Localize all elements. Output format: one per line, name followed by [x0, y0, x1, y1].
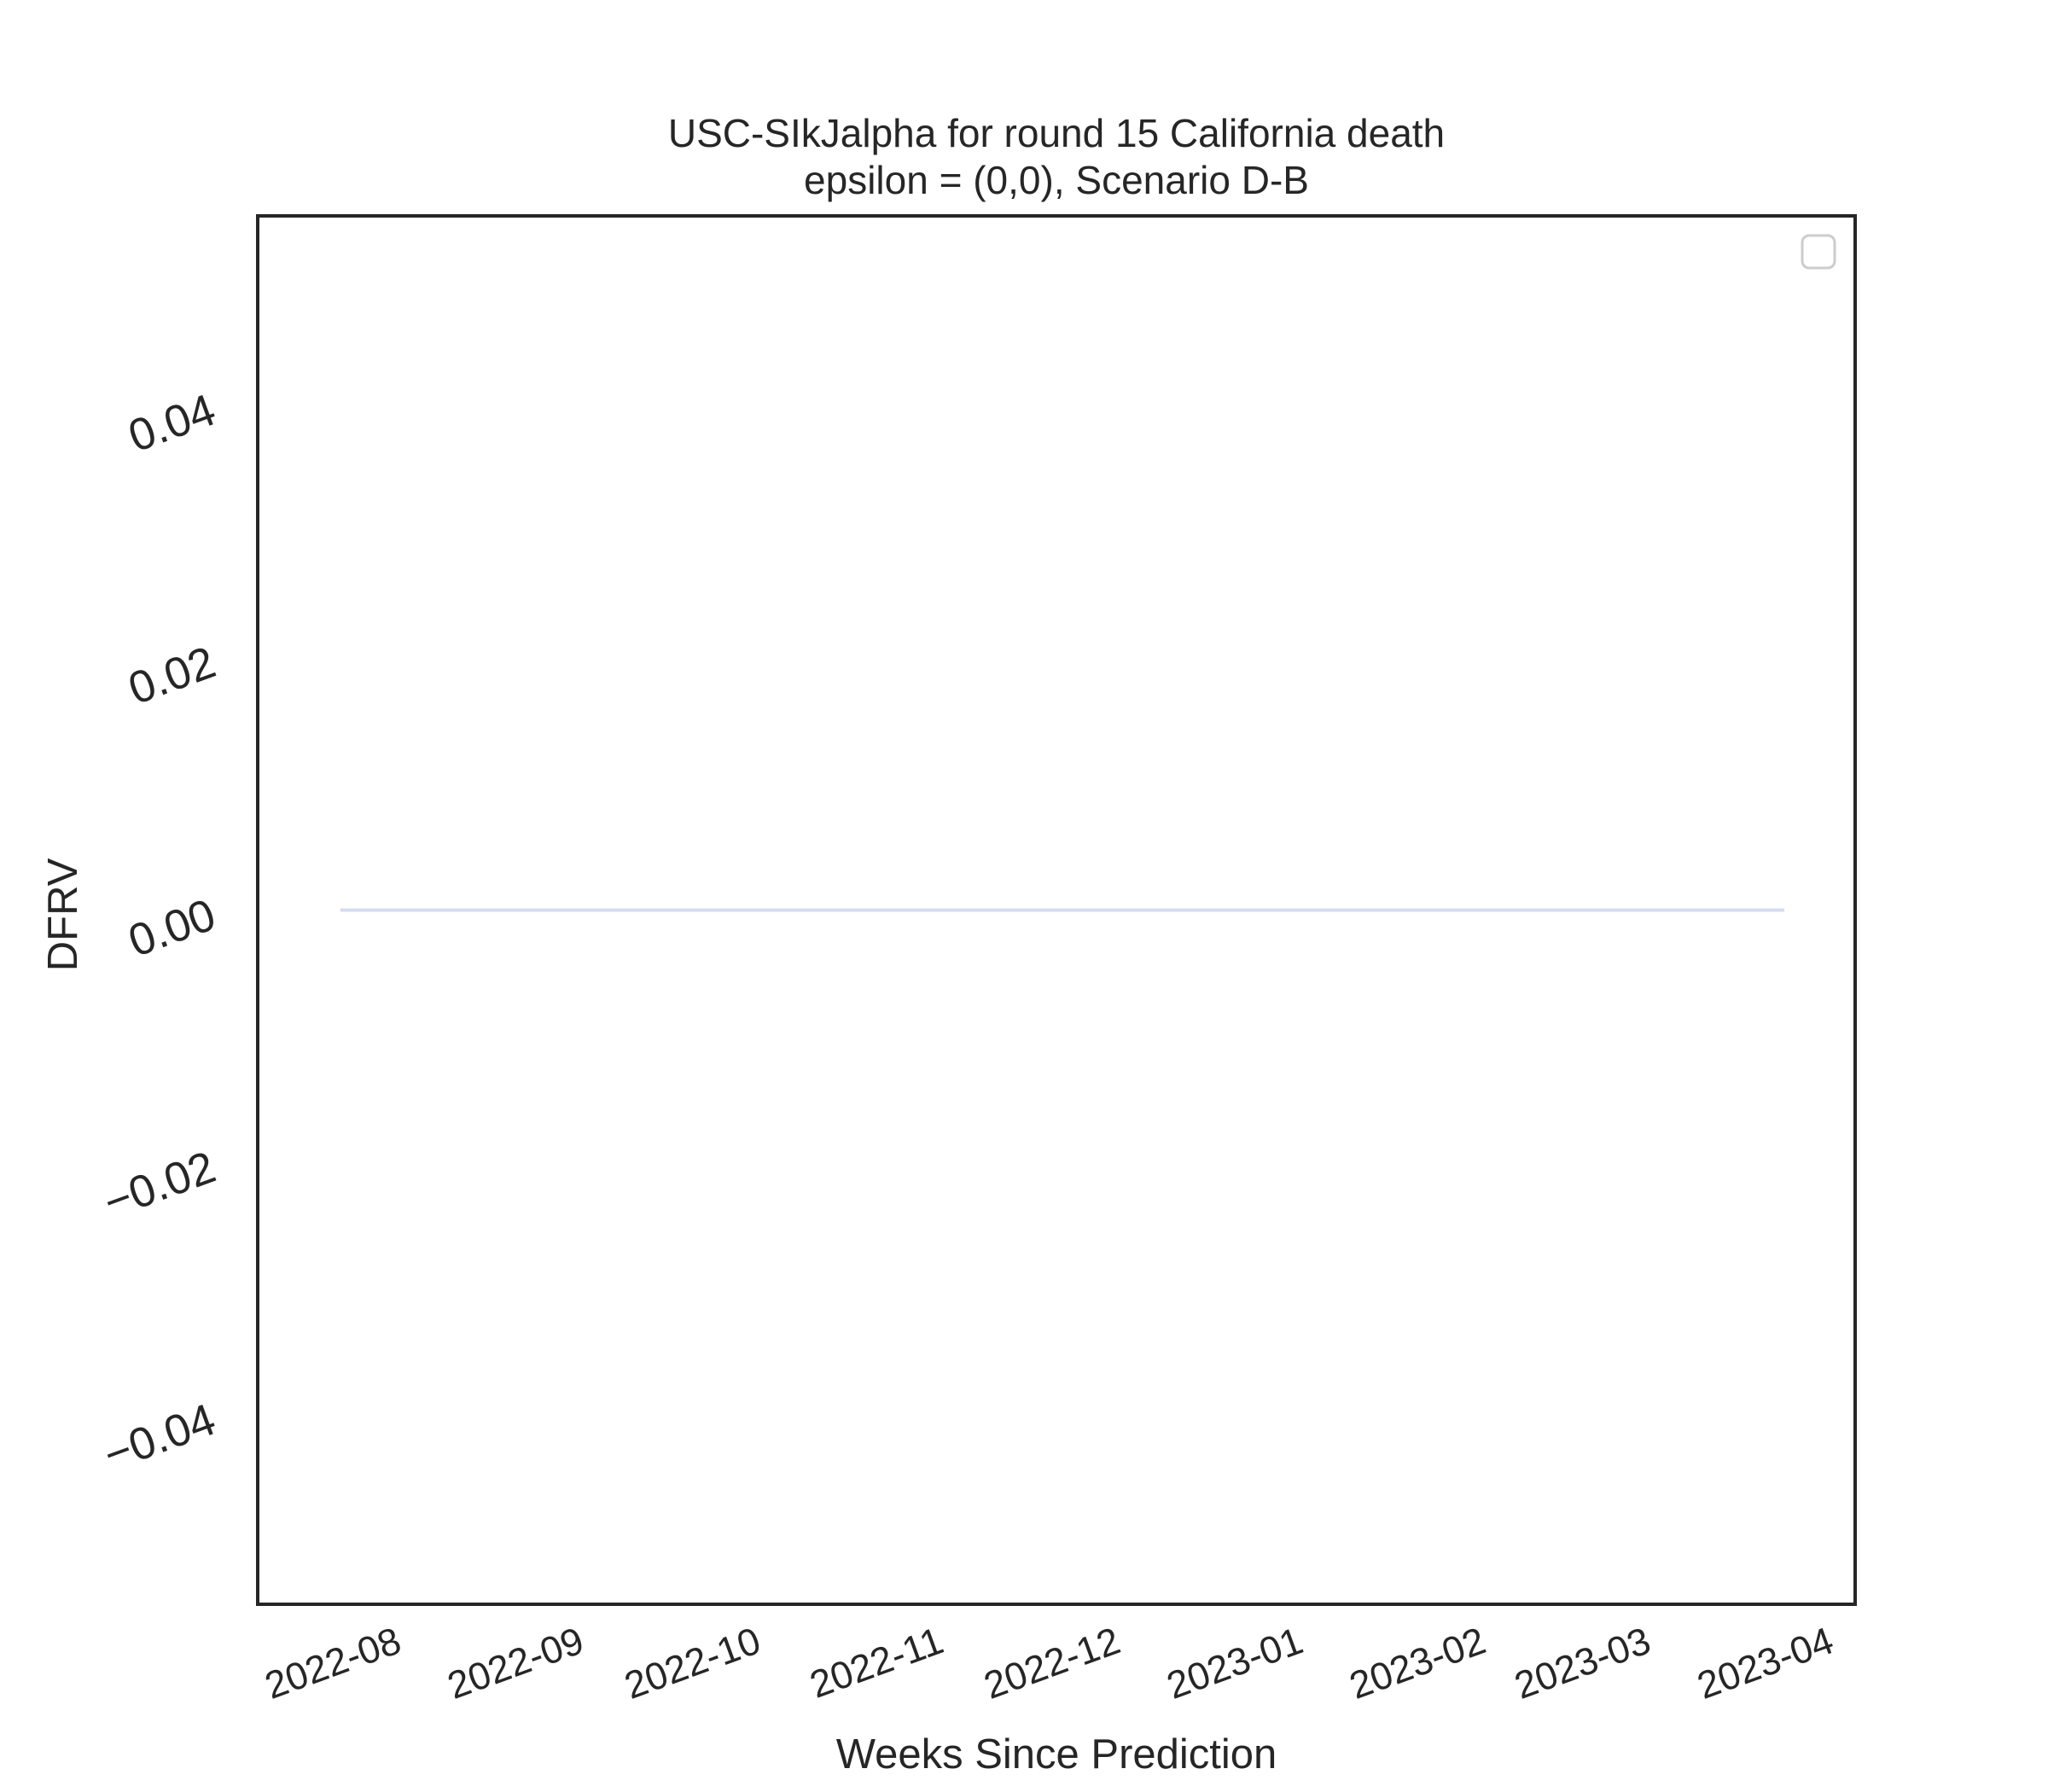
x-tick-label: 2022-08 — [259, 1618, 407, 1707]
chart-title-line-1: USC-SIkJalpha for round 15 California de… — [668, 111, 1445, 155]
chart-title-line-2: epsilon = (0,0), Scenario D-B — [804, 158, 1309, 202]
y-tick-label: 0.00 — [122, 889, 222, 967]
x-tick-label: 2023-03 — [1509, 1618, 1656, 1707]
y-tick-label: 0.04 — [122, 385, 222, 463]
x-tick-label: 2023-04 — [1691, 1618, 1839, 1707]
y-tick-label: −0.04 — [97, 1394, 222, 1481]
x-tick-label: 2023-02 — [1344, 1618, 1492, 1707]
x-tick-label: 2022-10 — [619, 1618, 766, 1707]
x-tick-label: 2023-01 — [1161, 1618, 1309, 1707]
x-tick-label: 2022-12 — [978, 1618, 1126, 1707]
x-tick-labels: 2022-08 2022-09 2022-10 2022-11 2022-12 2023-… — [259, 1618, 1839, 1707]
y-tick-labels: 0.04 0.02 0.00 −0.02 −0.04 — [97, 385, 222, 1481]
x-tick-label: 2022-09 — [442, 1618, 590, 1707]
x-axis-label: Weeks Since Prediction — [836, 1731, 1277, 1777]
legend-box — [1801, 234, 1836, 270]
y-tick-label: −0.02 — [97, 1142, 222, 1228]
x-tick-label: 2022-11 — [804, 1618, 948, 1706]
y-tick-label: 0.02 — [122, 637, 222, 715]
y-axis-label: DFRV — [40, 858, 86, 971]
